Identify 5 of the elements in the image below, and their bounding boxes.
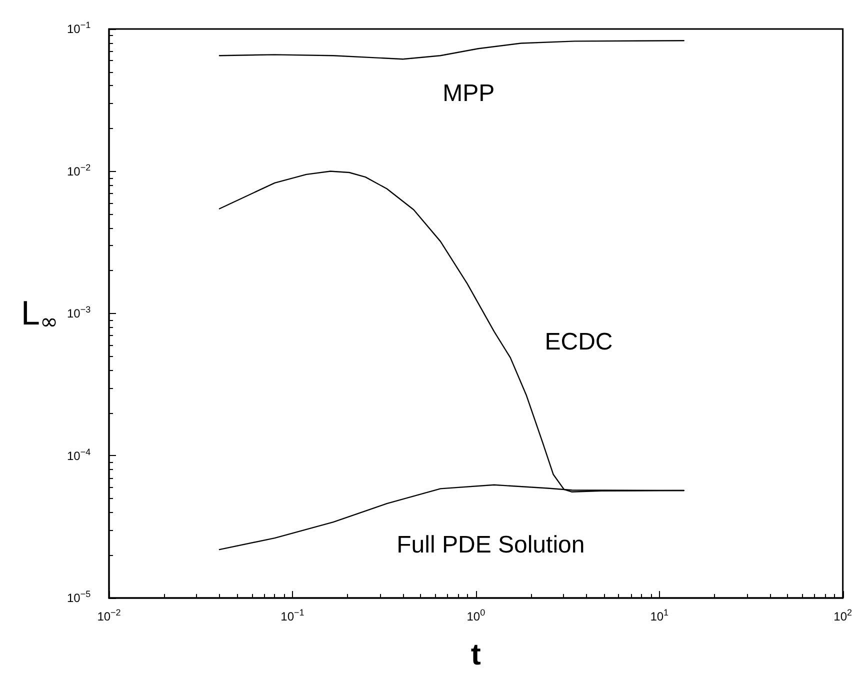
annotation: Full PDE Solution bbox=[396, 532, 585, 559]
y-axis-title: L∞ bbox=[21, 294, 58, 335]
annotation: ECDC bbox=[544, 328, 613, 356]
annotation: MPP bbox=[442, 80, 495, 107]
x-axis-title: t bbox=[470, 638, 481, 672]
